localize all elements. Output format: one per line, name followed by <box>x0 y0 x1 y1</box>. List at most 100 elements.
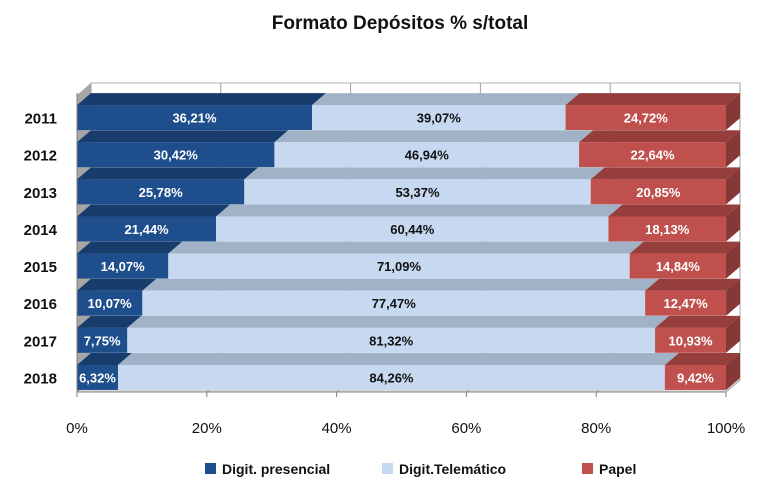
legend-swatch <box>582 463 593 474</box>
bar-top-face <box>168 241 644 254</box>
y-tick-label: 2015 <box>24 259 57 276</box>
x-tick-label: 20% <box>192 420 222 437</box>
y-tick-label: 2018 <box>24 370 57 387</box>
bar-top-face <box>312 93 580 106</box>
bar-2013-3 <box>590 167 740 205</box>
bar-2015-1 <box>77 241 183 279</box>
data-label: 20,85% <box>636 185 681 200</box>
bar-2016-2 <box>142 278 660 316</box>
bar-top-face <box>579 130 740 143</box>
bar-front-face <box>655 327 726 353</box>
data-label: 84,26% <box>369 370 414 385</box>
bar-2015-2 <box>168 241 644 279</box>
bar-2018-1 <box>77 352 133 390</box>
bar-top-face <box>77 204 231 217</box>
data-label: 71,09% <box>377 259 422 274</box>
bar-top-face <box>127 315 670 328</box>
bar-top-face <box>655 315 740 328</box>
bar-2011-2 <box>312 93 580 131</box>
bar-front-face <box>608 216 727 242</box>
bar-2016-1 <box>77 278 157 316</box>
bar-end-face <box>726 93 740 131</box>
legend-label: Papel <box>599 461 636 477</box>
bar-2011-3 <box>565 93 740 131</box>
data-label: 21,44% <box>125 222 170 237</box>
axes: 0% 20% 40% 60% 80% 100% <box>66 93 745 437</box>
data-label: 22,64% <box>630 148 675 163</box>
bar-2016-3 <box>645 278 741 316</box>
bar-2011-1 <box>77 93 327 131</box>
bar-end-face <box>726 352 740 390</box>
bar-top-face <box>77 278 157 291</box>
bar-top-face <box>590 167 740 180</box>
data-label: 53,37% <box>395 185 440 200</box>
gridline-floor-5 <box>725 379 741 393</box>
bar-top-face <box>664 352 740 365</box>
bar-front-face <box>142 290 646 316</box>
x-tick-label: 40% <box>322 420 352 437</box>
data-label: 12,47% <box>664 296 709 311</box>
bar-front-face <box>77 105 313 131</box>
bar-2017-3 <box>655 315 740 353</box>
bar-end-face <box>726 130 740 168</box>
legend-label: Digit.Telemático <box>399 461 506 477</box>
bars <box>77 93 741 390</box>
legend-swatch <box>205 463 216 474</box>
legend-swatch <box>382 463 393 474</box>
legend-item-1: Digit. presencial <box>205 461 330 477</box>
bar-top-face <box>216 204 623 217</box>
bar-front-face <box>579 142 726 168</box>
bar-front-face <box>274 142 580 168</box>
bar-front-face <box>127 327 656 353</box>
bar-top-face <box>77 93 327 106</box>
bar-front-face <box>77 253 169 279</box>
bar-front-face <box>118 364 665 390</box>
bar-2012-3 <box>579 130 740 168</box>
bar-front-face <box>77 290 143 316</box>
data-label: 46,94% <box>405 148 450 163</box>
bar-2017-1 <box>77 315 142 353</box>
bar-front-face <box>77 364 119 390</box>
bar-2018-2 <box>118 352 679 390</box>
bar-end-face <box>726 241 740 279</box>
y-tick-label: 2016 <box>24 296 57 313</box>
bar-front-face <box>77 327 128 353</box>
bar-front-face <box>664 364 726 390</box>
data-label: 81,32% <box>369 333 414 348</box>
bar-top-face <box>77 352 133 365</box>
bar-front-face <box>216 216 609 242</box>
bar-top-face <box>608 204 741 217</box>
bar-end-face <box>726 278 741 316</box>
bar-2013-1 <box>77 167 259 205</box>
x-tick-label: 80% <box>581 420 611 437</box>
bar-top-face <box>77 241 183 254</box>
bar-front-face <box>590 179 726 205</box>
bar-2017-2 <box>127 315 670 353</box>
x-tick-label: 60% <box>451 420 481 437</box>
y-tick-label: 2012 <box>24 148 57 165</box>
data-label: 14,07% <box>101 259 146 274</box>
data-label: 14,84% <box>656 259 701 274</box>
bar-front-face <box>645 290 727 316</box>
bar-front-face <box>168 253 630 279</box>
bar-top-face <box>645 278 741 291</box>
y-tick-label: 2013 <box>24 185 57 202</box>
bar-front-face <box>77 142 275 168</box>
bar-2015-3 <box>629 241 740 279</box>
bar-top-face <box>274 130 594 143</box>
bar-front-face <box>77 216 217 242</box>
bar-top-face <box>629 241 740 254</box>
bar-front-face <box>312 105 566 131</box>
bar-2013-2 <box>244 167 605 205</box>
bar-2014-2 <box>216 204 623 242</box>
bar-front-face <box>629 253 726 279</box>
data-label: 10,93% <box>668 333 713 348</box>
data-label: 25,78% <box>139 185 184 200</box>
x-tick-label: 100% <box>707 420 745 437</box>
bar-end-face <box>726 315 740 353</box>
data-label: 10,07% <box>88 296 133 311</box>
data-label: 9,42% <box>677 370 714 385</box>
data-label: 7,75% <box>84 333 121 348</box>
